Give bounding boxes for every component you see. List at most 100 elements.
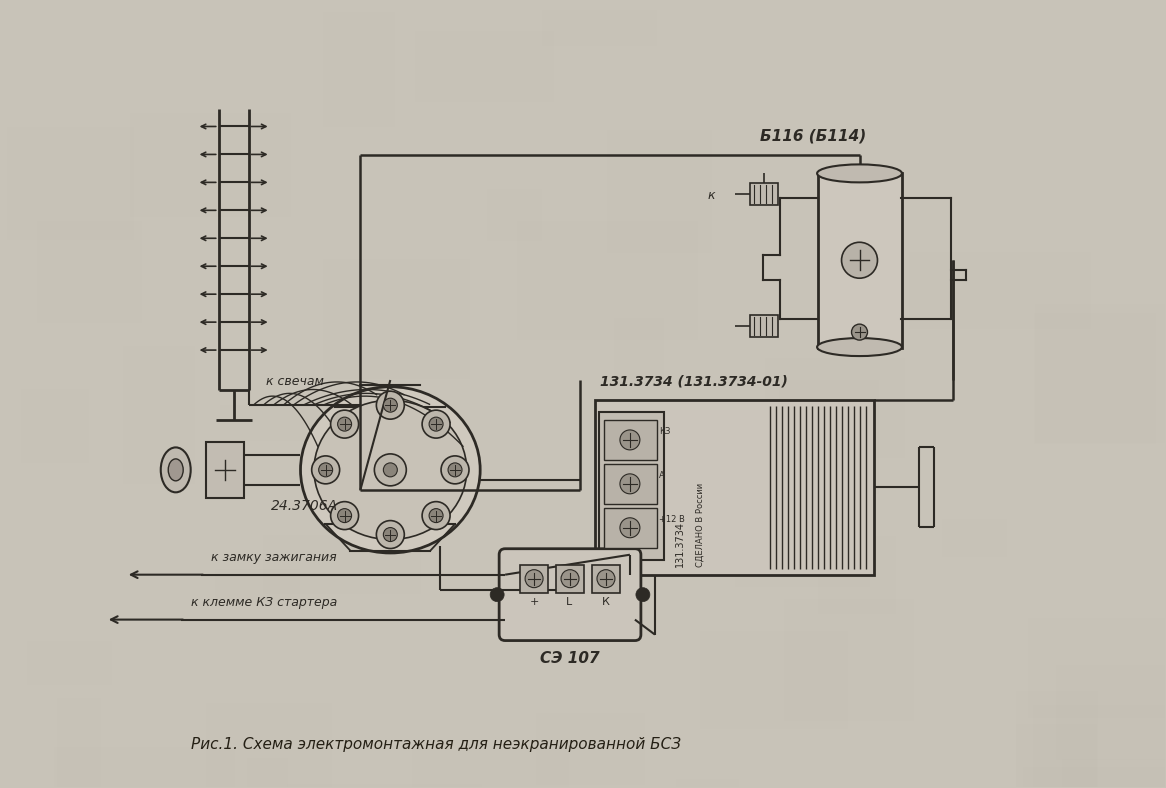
Bar bbox=[57, 698, 101, 788]
Bar bbox=[15, 742, 146, 788]
Ellipse shape bbox=[817, 338, 902, 356]
Bar bbox=[486, 189, 542, 241]
Bar bbox=[511, 279, 644, 318]
Circle shape bbox=[384, 527, 398, 541]
Circle shape bbox=[338, 417, 352, 431]
Bar bbox=[521, 78, 640, 165]
Bar bbox=[1034, 314, 1157, 444]
Bar bbox=[29, 758, 203, 788]
Bar bbox=[415, 32, 554, 102]
Bar bbox=[604, 464, 656, 504]
Text: к свечам: к свечам bbox=[266, 375, 323, 388]
Bar bbox=[505, 263, 568, 371]
Bar bbox=[94, 41, 219, 136]
Circle shape bbox=[620, 518, 640, 537]
Bar bbox=[517, 221, 698, 340]
Bar bbox=[625, 74, 724, 136]
Bar bbox=[700, 630, 848, 730]
Bar bbox=[599, 412, 663, 559]
Circle shape bbox=[525, 570, 543, 588]
Text: А: А bbox=[659, 471, 665, 480]
Circle shape bbox=[620, 474, 640, 494]
Bar bbox=[380, 500, 528, 593]
Circle shape bbox=[635, 588, 649, 601]
Bar bbox=[606, 130, 712, 254]
Text: к замку зажигания: к замку зажигания bbox=[211, 551, 336, 563]
Bar bbox=[592, 565, 620, 593]
Bar bbox=[21, 389, 90, 463]
Bar bbox=[908, 252, 1091, 329]
Text: +12 В: +12 В bbox=[659, 515, 684, 524]
Bar bbox=[412, 292, 582, 436]
Ellipse shape bbox=[314, 400, 466, 540]
Bar bbox=[764, 693, 904, 759]
Bar bbox=[36, 221, 142, 323]
Bar bbox=[385, 572, 568, 708]
Circle shape bbox=[422, 410, 450, 438]
Bar bbox=[122, 346, 195, 484]
Bar bbox=[520, 565, 548, 593]
Bar bbox=[535, 713, 645, 786]
Circle shape bbox=[429, 417, 443, 431]
Bar bbox=[1004, 403, 1124, 529]
Circle shape bbox=[384, 398, 398, 412]
Circle shape bbox=[448, 463, 462, 477]
Bar bbox=[245, 313, 428, 360]
Ellipse shape bbox=[168, 459, 183, 481]
Bar bbox=[941, 519, 1007, 557]
Bar bbox=[750, 315, 778, 337]
Bar bbox=[484, 97, 603, 131]
Bar bbox=[1017, 691, 1097, 788]
Text: КЗ: КЗ bbox=[659, 427, 670, 436]
Text: +: + bbox=[531, 597, 540, 607]
Ellipse shape bbox=[301, 387, 480, 553]
Text: 131.3734: 131.3734 bbox=[675, 521, 684, 567]
Bar bbox=[1033, 704, 1166, 788]
Bar bbox=[323, 12, 395, 127]
Bar bbox=[779, 380, 879, 494]
Bar bbox=[736, 525, 870, 587]
Bar bbox=[1056, 665, 1166, 760]
Circle shape bbox=[384, 463, 398, 477]
Bar bbox=[1066, 563, 1112, 641]
Text: 131.3734 (131.3734-01): 131.3734 (131.3734-01) bbox=[600, 374, 788, 388]
Bar bbox=[27, 641, 112, 686]
Bar bbox=[1034, 304, 1166, 443]
Circle shape bbox=[490, 588, 504, 601]
Bar bbox=[129, 113, 292, 217]
Bar bbox=[1028, 619, 1166, 718]
Bar bbox=[604, 507, 656, 548]
Bar bbox=[604, 420, 656, 460]
Circle shape bbox=[374, 454, 406, 486]
Bar bbox=[234, 143, 303, 210]
Bar bbox=[1062, 759, 1166, 788]
Bar bbox=[44, 329, 239, 425]
Bar bbox=[597, 112, 765, 151]
Bar bbox=[152, 559, 280, 624]
Bar bbox=[1054, 46, 1157, 89]
Circle shape bbox=[597, 570, 614, 588]
Bar bbox=[739, 600, 817, 717]
Bar bbox=[331, 225, 378, 328]
Circle shape bbox=[311, 456, 339, 484]
Circle shape bbox=[318, 463, 332, 477]
Bar bbox=[54, 747, 236, 788]
Circle shape bbox=[377, 391, 405, 419]
Bar bbox=[556, 565, 584, 593]
Bar bbox=[246, 758, 288, 788]
Bar bbox=[812, 437, 949, 517]
Bar bbox=[750, 184, 778, 206]
Circle shape bbox=[331, 410, 359, 438]
Bar bbox=[7, 127, 134, 240]
Circle shape bbox=[620, 430, 640, 450]
Bar bbox=[1017, 723, 1097, 788]
Bar bbox=[542, 9, 656, 46]
Text: СДЕЛАНО В России: СДЕЛАНО В России bbox=[695, 482, 704, 567]
Circle shape bbox=[441, 456, 469, 484]
Bar bbox=[595, 400, 874, 574]
Bar bbox=[323, 259, 470, 379]
Circle shape bbox=[331, 502, 359, 530]
Bar bbox=[1024, 767, 1166, 788]
Bar bbox=[785, 599, 914, 722]
Text: 24.3706А: 24.3706А bbox=[271, 499, 338, 513]
